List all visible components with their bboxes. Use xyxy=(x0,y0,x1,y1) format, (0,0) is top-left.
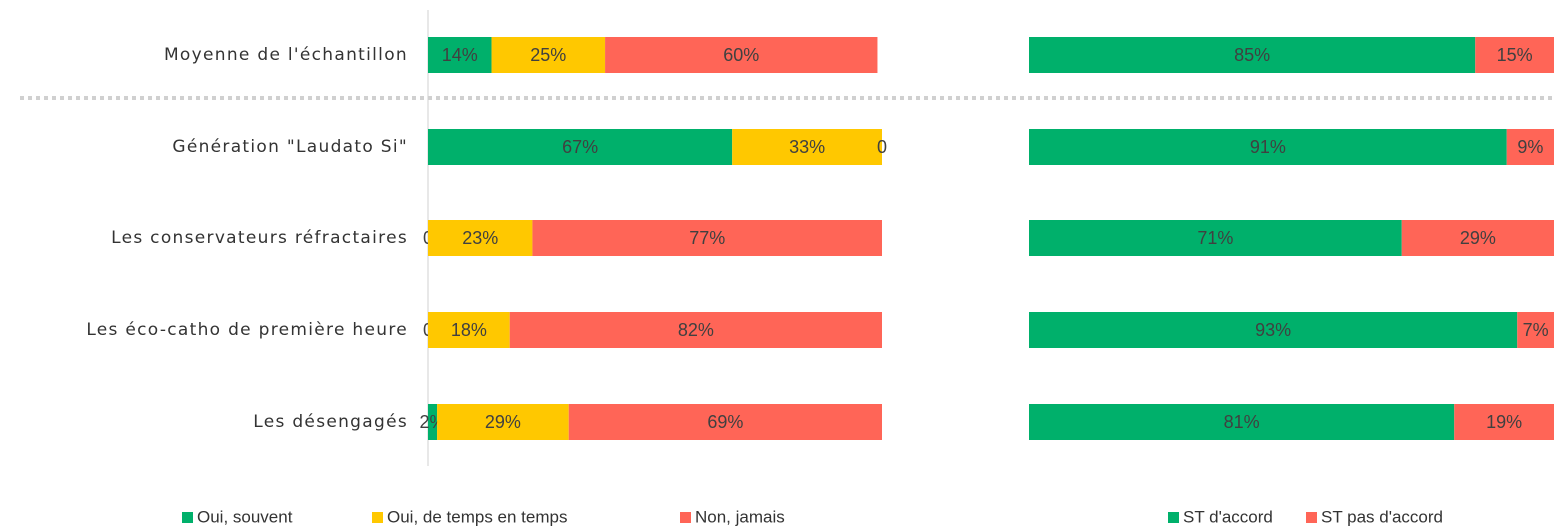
bar-segment xyxy=(428,129,733,165)
value-label: 77% xyxy=(689,228,725,248)
value-label: 14% xyxy=(442,45,478,65)
bar-segment xyxy=(437,404,569,440)
category-label: Moyenne de l'échantillon xyxy=(164,45,408,65)
bar-segment xyxy=(1475,37,1554,73)
bar-segment xyxy=(1401,220,1554,256)
legend-label: ST pas d'accord xyxy=(1321,507,1443,526)
bar-segment xyxy=(428,220,533,256)
value-label: 93% xyxy=(1255,320,1291,340)
value-label: 25% xyxy=(530,45,566,65)
bar-segment xyxy=(428,312,510,348)
bar-segment xyxy=(568,404,882,440)
bar-segment xyxy=(1517,312,1554,348)
bar-segment xyxy=(428,37,492,73)
legend-swatch xyxy=(1306,512,1317,523)
bar-segment xyxy=(509,312,882,348)
value-label: 23% xyxy=(462,228,498,248)
legend-label: Oui, de temps en temps xyxy=(387,507,567,526)
value-label: 82% xyxy=(678,320,714,340)
value-label: 33% xyxy=(789,137,825,157)
bar-segment xyxy=(1029,129,1507,165)
value-label: 85% xyxy=(1234,45,1270,65)
value-label: 0 xyxy=(877,137,887,157)
bar-segment xyxy=(1029,312,1518,348)
legend-swatch xyxy=(182,512,193,523)
value-label: 29% xyxy=(485,412,521,432)
category-label: Les conservateurs réfractaires xyxy=(111,228,408,248)
bar-segment xyxy=(428,404,438,440)
value-label: 69% xyxy=(707,412,743,432)
bar-segment xyxy=(1029,404,1455,440)
category-label: Génération "Laudato Si" xyxy=(172,137,408,157)
legend-label: Non, jamais xyxy=(695,507,785,526)
legend-swatch xyxy=(372,512,383,523)
bar-segment xyxy=(1506,129,1554,165)
legend-label: ST d'accord xyxy=(1183,507,1273,526)
value-label: 91% xyxy=(1250,137,1286,157)
category-label: Les éco-catho de première heure xyxy=(86,320,408,340)
value-label: 15% xyxy=(1497,45,1533,65)
bar-segment xyxy=(1454,404,1554,440)
bar-segment xyxy=(491,37,606,73)
value-label: 29% xyxy=(1460,228,1496,248)
bar-segment xyxy=(532,220,882,256)
legend-label: Oui, souvent xyxy=(197,507,293,526)
value-label: 67% xyxy=(562,137,598,157)
category-label: Les désengagés xyxy=(253,412,408,432)
value-label: 71% xyxy=(1197,228,1233,248)
legend-swatch xyxy=(680,512,691,523)
bar-segment xyxy=(605,37,878,73)
value-label: 19% xyxy=(1486,412,1522,432)
value-label: 81% xyxy=(1224,412,1260,432)
bar-segment xyxy=(732,129,882,165)
value-label: 9% xyxy=(1517,137,1543,157)
value-label: 7% xyxy=(1523,320,1549,340)
value-label: 60% xyxy=(723,45,759,65)
bar-segment xyxy=(1029,220,1402,256)
bar-segment xyxy=(1029,37,1476,73)
value-label: 18% xyxy=(451,320,487,340)
legend-swatch xyxy=(1168,512,1179,523)
